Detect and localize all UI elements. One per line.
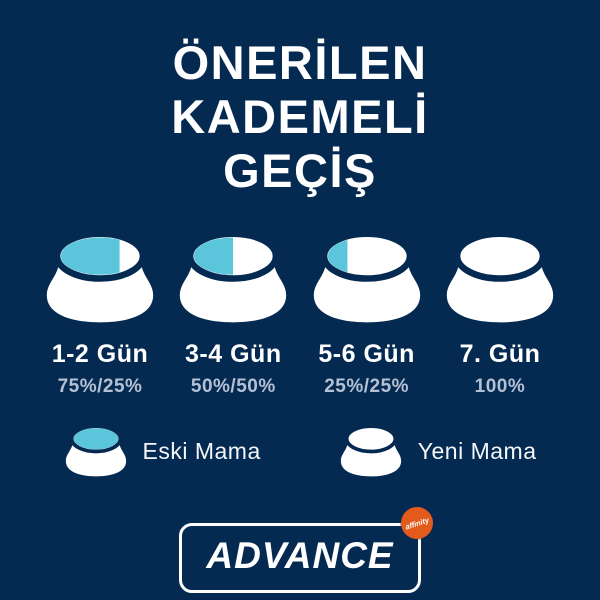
transition-steps-row: 1-2 Gün 75%/25% 3-4 Gün 50%/50%	[0, 230, 600, 398]
title-line-2: KADEMELİ	[171, 90, 429, 143]
new-food-bowl-icon	[340, 424, 401, 477]
affinity-badge-label: affinity	[403, 514, 430, 532]
brand-logo-frame: ADVANCE	[179, 523, 421, 593]
legend-item-new-food: Yeni Mama	[339, 424, 537, 479]
legend-label-old-food: Eski Mama	[142, 438, 261, 464]
brand-logo: ADVANCE affinity	[179, 502, 437, 593]
bowl-icon-100	[446, 230, 554, 323]
bowl-icon-50-50	[180, 230, 287, 323]
step-day-5-6: 5-6 Gün 25%/25%	[303, 230, 431, 398]
page-title: ÖNERİLEN KADEMELİ GEÇİŞ	[171, 36, 428, 198]
old-food-bowl-icon	[65, 424, 126, 477]
old-food-fill	[73, 428, 118, 450]
legend-label-new-food: Yeni Mama	[417, 438, 537, 464]
step-day-3-4: 3-4 Gün 50%/50%	[169, 230, 297, 398]
ratio-label: 100%	[474, 376, 526, 397]
legend-item-old-food: Eski Mama	[64, 424, 261, 479]
day-label: 1-2 Gün	[51, 340, 149, 368]
title-line-1: ÖNERİLEN	[172, 36, 428, 89]
day-label: 5-6 Gün	[318, 340, 415, 368]
day-label: 7. Gün	[459, 340, 541, 368]
title-line-3: GEÇİŞ	[223, 144, 377, 197]
ratio-label: 50%/50%	[190, 376, 276, 397]
bowl-icon-75-25	[46, 230, 154, 323]
day-label: 3-4 Gün	[185, 340, 282, 368]
step-day-7: 7. Gün 100%	[436, 230, 564, 398]
step-day-1-2: 1-2 Gün 75%/25%	[36, 230, 164, 398]
ratio-label: 25%/25%	[324, 376, 410, 397]
bowl-icon-25-75	[313, 230, 420, 323]
brand-name: ADVANCE	[206, 535, 394, 576]
legend: Eski Mama Yeni Mama	[64, 424, 537, 479]
ratio-label: 75%/25%	[57, 376, 143, 397]
